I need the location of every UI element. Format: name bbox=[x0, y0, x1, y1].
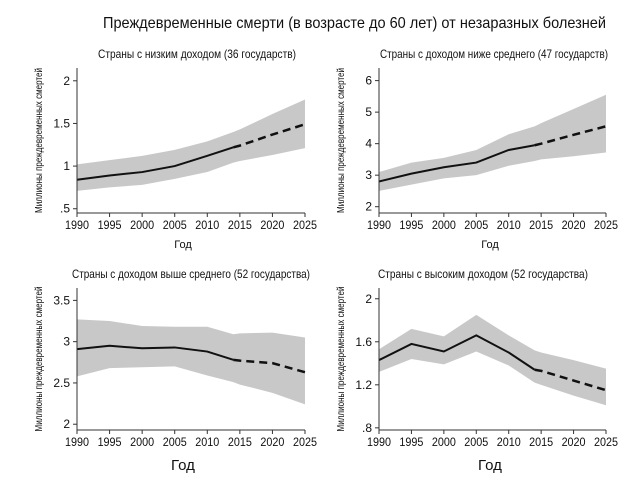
x-tick-label: 2015 bbox=[529, 435, 553, 449]
y-tick-label: 3 bbox=[63, 335, 70, 349]
x-tick-label: 2000 bbox=[432, 435, 456, 449]
x-tick-label: 1990 bbox=[367, 435, 391, 449]
x-axis-label: Год bbox=[481, 239, 499, 251]
y-tick-label: 2 bbox=[365, 292, 372, 306]
x-axis-label: Год bbox=[171, 457, 195, 474]
x-tick-label: 2000 bbox=[130, 218, 154, 232]
projection-line bbox=[233, 358, 306, 374]
y-tick-label: 3.5 bbox=[53, 293, 70, 307]
estimate-line bbox=[378, 334, 536, 371]
x-tick-label: 2025 bbox=[594, 435, 618, 449]
x-tick-label: 2000 bbox=[432, 218, 456, 232]
panel-title: Страны с высоким доходом (52 государства… bbox=[378, 267, 588, 281]
y-tick-label: 1.6 bbox=[355, 335, 372, 349]
uncertainty-band bbox=[77, 99, 305, 191]
x-tick-label: 2010 bbox=[497, 218, 521, 232]
x-tick-label: 2025 bbox=[594, 218, 618, 232]
y-tick-label: 2.5 bbox=[53, 376, 70, 390]
x-tick-label: 2020 bbox=[562, 218, 586, 232]
y-axis-label: Миллионы преждевременных смертей bbox=[34, 68, 45, 213]
panel-title: Страны с низким доходом (36 государств) bbox=[98, 47, 296, 61]
x-tick-label: 2010 bbox=[195, 435, 219, 449]
x-tick-label: 2015 bbox=[228, 218, 252, 232]
y-axis-label: Миллионы преждевременных смертей bbox=[336, 68, 347, 213]
panel-2: 1990 1995 2000 2005 2010 2015 2020 2025 2 3 4 5 6 Стр… bbox=[336, 47, 618, 251]
y-tick-label: 6 bbox=[365, 74, 372, 88]
panel-1: 1990 1995 2000 2005 2010 2015 2020 2025 .5 1 1.5 2 С… bbox=[34, 47, 317, 251]
x-tick-label: 2015 bbox=[529, 218, 553, 232]
projection-line bbox=[534, 368, 607, 392]
uncertainty-band bbox=[379, 314, 606, 406]
y-tick-label: 5 bbox=[365, 105, 372, 119]
estimate-line bbox=[76, 146, 234, 181]
x-tick-label: 2020 bbox=[562, 435, 586, 449]
y-tick-label: .8 bbox=[362, 421, 372, 435]
y-tick-label: 1.2 bbox=[355, 378, 372, 392]
x-tick-label: 1995 bbox=[98, 435, 122, 449]
panel-title: Страны с доходом выше среднего (52 госуд… bbox=[72, 267, 310, 281]
y-tick-label: 2 bbox=[365, 200, 372, 214]
x-tick-label: 2005 bbox=[464, 218, 488, 232]
x-tick-label: 2010 bbox=[195, 218, 219, 232]
panel-3: 1990 1995 2000 2005 2010 2015 2020 2025 2 2.5 3 3.5… bbox=[34, 267, 317, 474]
x-tick-label: 2005 bbox=[464, 435, 488, 449]
panel-4: 1990 1995 2000 2005 2010 2015 2020 2025 .8 1.2 1.6… bbox=[336, 267, 618, 474]
x-tick-label: 2020 bbox=[260, 435, 284, 449]
estimate-line bbox=[378, 144, 535, 183]
x-tick-label: 2020 bbox=[260, 218, 284, 232]
x-axis-label: Год bbox=[174, 239, 192, 251]
y-tick-label: 4 bbox=[365, 137, 372, 151]
x-tick-label: 2010 bbox=[497, 435, 521, 449]
x-tick-label: 2005 bbox=[163, 435, 187, 449]
x-tick-label: 2015 bbox=[228, 435, 252, 449]
x-tick-label: 2025 bbox=[293, 218, 317, 232]
projection-line bbox=[534, 125, 607, 147]
y-tick-label: .5 bbox=[60, 202, 70, 216]
x-tick-label: 1995 bbox=[399, 218, 423, 232]
panel-title: Страны с доходом ниже среднего (47 госуд… bbox=[380, 47, 608, 61]
y-tick-label: 1.5 bbox=[53, 116, 70, 130]
estimate-line bbox=[76, 344, 234, 361]
y-tick-label: 1 bbox=[63, 159, 70, 173]
figure-title: Преждевременные смерти (в возрасте до 60… bbox=[103, 15, 606, 32]
y-tick-label: 2 bbox=[63, 74, 70, 88]
x-tick-label: 1995 bbox=[98, 218, 122, 232]
uncertainty-band bbox=[77, 319, 305, 405]
x-axis-label: Год bbox=[478, 457, 502, 474]
x-tick-label: 2005 bbox=[163, 218, 187, 232]
projection-line bbox=[233, 123, 306, 149]
y-axis-label: Миллионы преждевременных смертей bbox=[34, 287, 45, 432]
x-tick-label: 1990 bbox=[65, 435, 89, 449]
x-tick-label: 1990 bbox=[65, 218, 89, 232]
x-tick-label: 2025 bbox=[293, 435, 317, 449]
x-tick-label: 1990 bbox=[367, 218, 391, 232]
y-tick-label: 2 bbox=[63, 417, 70, 431]
x-tick-label: 2000 bbox=[130, 435, 154, 449]
y-axis-label: Миллионы преждевременных смертей bbox=[336, 287, 347, 432]
uncertainty-band bbox=[379, 94, 606, 191]
y-tick-label: 3 bbox=[365, 168, 372, 182]
x-tick-label: 1995 bbox=[399, 435, 423, 449]
